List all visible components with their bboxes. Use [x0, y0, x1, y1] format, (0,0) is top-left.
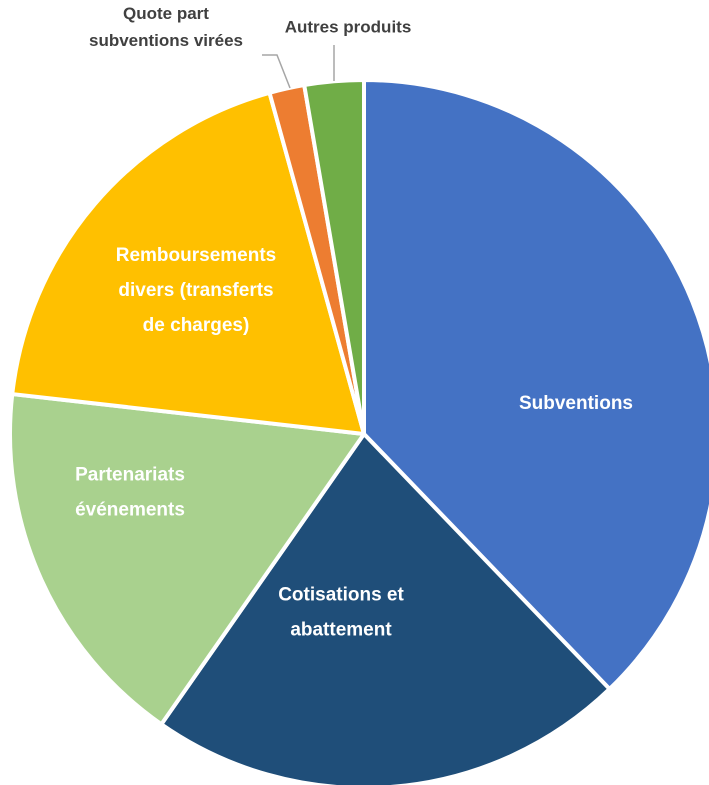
- slice-label-partenariats-evenements: Partenariats événements: [75, 465, 185, 521]
- slice-label-autres-produits: Autres produits: [285, 17, 412, 36]
- slice-label-cotisations-et-abattement: Cotisations et abattement: [278, 585, 404, 641]
- pie-slice-cotisations-et-abattement: [159, 432, 612, 785]
- slice-label-quote-part-subventions-virees: Quote part subventions virées: [89, 4, 243, 50]
- pie-slice-partenariats-evenements: [8, 392, 366, 727]
- slice-labels: Subventions Cotisations et abattement Parte…: [75, 4, 633, 641]
- pie-slices: [8, 78, 709, 785]
- pie-slice-autres-produits: [302, 78, 366, 436]
- slice-label-subventions: Subventions: [519, 393, 633, 414]
- slice-label-remboursements-divers-transferts-de-charges: Remboursements divers (transferts de charg…: [116, 245, 277, 336]
- pie-slice-remboursements-divers-transferts-de-charges: [10, 90, 366, 436]
- leader-line-quote-part-subventions-virees: [262, 54, 291, 89]
- pie-slice-subventions: [362, 78, 709, 691]
- leader-lines: [262, 45, 335, 89]
